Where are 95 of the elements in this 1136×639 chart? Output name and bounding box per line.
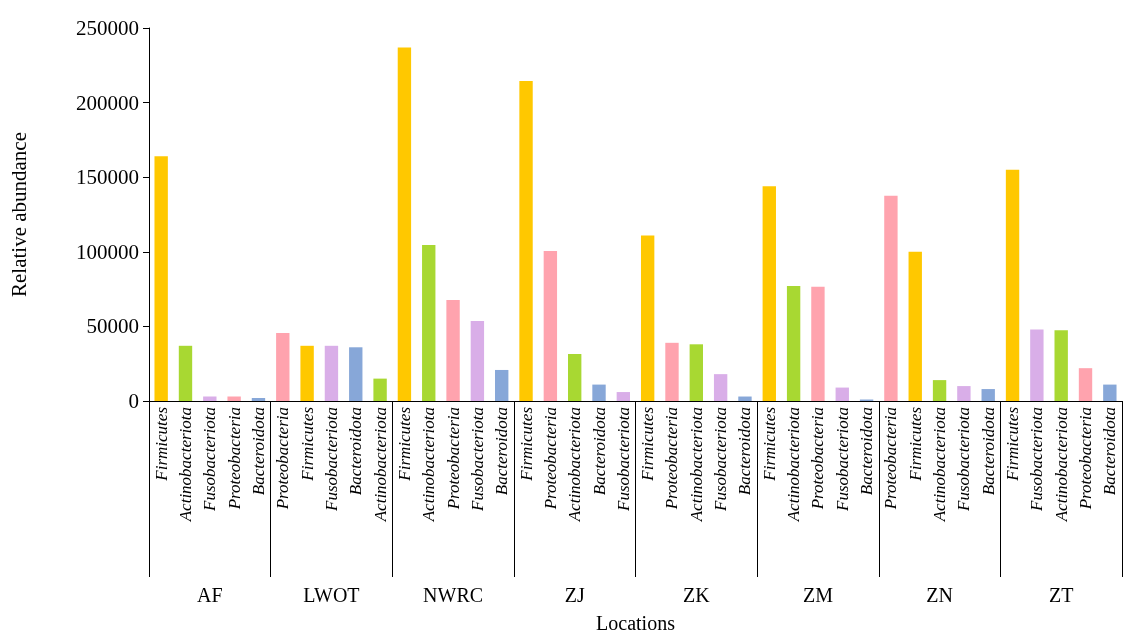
bar	[422, 245, 436, 401]
bar	[470, 321, 485, 401]
bar	[616, 392, 631, 401]
x-tick-label: Proteobacteria	[662, 407, 682, 511]
bar	[908, 251, 922, 401]
text: ZK	[682, 584, 711, 606]
bar	[1005, 169, 1020, 401]
x-tick-label: Fusobacteriota	[832, 407, 852, 512]
bar	[786, 286, 801, 401]
y-tick-label: 250000	[76, 16, 139, 40]
bar	[373, 378, 387, 401]
text: AF	[197, 584, 223, 606]
x-tick-label: Actinobacteriota	[565, 407, 585, 523]
bar	[811, 286, 825, 401]
text: ZJ	[564, 584, 585, 606]
x-tick-label: Proteobacteria	[1076, 407, 1096, 511]
x-tick-label: Fusobacteriota	[954, 407, 974, 512]
bar	[276, 333, 290, 401]
bar	[446, 299, 460, 401]
bar	[665, 342, 679, 401]
x-tick-label: Firmicutes	[516, 406, 536, 482]
x-tick-label: Proteobacteria	[443, 407, 463, 511]
x-tick-label: Proteobacteria	[273, 407, 293, 511]
x-tick-label: Proteobacteria	[224, 407, 244, 511]
bar	[981, 389, 995, 401]
text: ZM	[802, 584, 834, 606]
bar	[884, 195, 898, 401]
bar	[251, 398, 266, 401]
bar	[592, 384, 606, 401]
x-tick-label: Actinobacteriota	[370, 407, 390, 523]
x-tick-label: Fusobacteriota	[1027, 407, 1047, 512]
bar	[1103, 384, 1117, 401]
x-tick-label: Bacteroidota	[735, 407, 755, 496]
x-tick-label: Fusobacteriota	[613, 407, 633, 512]
x-tick-label: Firmicutes	[394, 406, 414, 482]
bar	[154, 156, 168, 401]
bar	[568, 354, 582, 401]
text: ZT	[1048, 584, 1074, 606]
x-tick-label: Firmicutes	[1003, 406, 1023, 482]
x-tick-label: Firmicutes	[759, 406, 779, 482]
x-tick-label: Actinobacteriota	[784, 407, 804, 523]
x-tick-label: Bacteroidota	[248, 407, 268, 496]
x-tick-label: Proteobacteria	[540, 407, 560, 511]
bar	[203, 396, 217, 401]
x-axis-title: Locations	[596, 612, 676, 634]
x-tick-label: Actinobacteriota	[175, 407, 195, 523]
y-tick-label: 200000	[76, 90, 139, 115]
x-tick-label: Fusobacteriota	[467, 407, 487, 512]
y-axis-title: Relative abundance	[6, 131, 31, 298]
bar	[762, 186, 776, 401]
x-tick-label: Bacteroidota	[492, 407, 512, 496]
x-tick-label: Bacteroidota	[346, 407, 366, 496]
x-tick-label: Firmicutes	[151, 406, 171, 482]
text: ZN	[926, 584, 953, 606]
text: LWOT	[303, 584, 360, 606]
bar	[349, 347, 363, 401]
x-tick-label: Bacteroidota	[589, 407, 609, 496]
x-tick-label: Firmicutes	[297, 406, 317, 482]
bar	[178, 345, 193, 401]
text: NWRC	[423, 584, 484, 606]
y-tick-label: 150000	[76, 165, 139, 190]
bar	[495, 369, 509, 401]
x-tick-label: Bacteroidota	[857, 407, 877, 496]
bar	[1054, 330, 1068, 401]
x-tick-label: Proteobacteria	[808, 407, 828, 511]
x-tick-label: Fusobacteriota	[321, 407, 341, 512]
bar	[227, 396, 241, 401]
bar	[835, 387, 849, 401]
bar	[738, 396, 752, 401]
x-tick-label: Firmicutes	[638, 406, 658, 482]
bar	[689, 344, 703, 401]
bar	[324, 345, 339, 401]
bar	[640, 235, 655, 401]
x-tick-label: Proteobacteria	[881, 407, 901, 511]
bar	[1078, 368, 1093, 401]
y-tick-label: 0	[128, 389, 139, 413]
bar	[1030, 329, 1044, 401]
bar	[519, 80, 533, 401]
x-tick-label: Actinobacteriota	[1051, 407, 1071, 523]
x-tick-label: Firmicutes	[905, 406, 925, 482]
bar	[397, 47, 412, 401]
y-tick-label: 100000	[76, 239, 139, 264]
bar	[543, 251, 558, 401]
bar	[932, 380, 947, 401]
y-tick-label: 50000	[86, 314, 139, 339]
x-tick-label: Bacteroidota	[978, 407, 998, 496]
bar	[300, 345, 314, 401]
x-tick-label: Actinobacteriota	[419, 407, 439, 523]
bar	[957, 386, 971, 401]
x-tick-label: Actinobacteriota	[930, 407, 950, 523]
x-tick-label: Actinobacteriota	[686, 407, 706, 523]
bar	[713, 374, 728, 401]
x-tick-label: Bacteroidota	[1100, 407, 1120, 496]
x-tick-label: Fusobacteriota	[711, 407, 731, 512]
x-tick-label: Fusobacteriota	[200, 407, 220, 512]
